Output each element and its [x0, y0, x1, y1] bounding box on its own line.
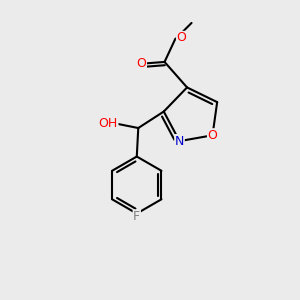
- Text: F: F: [133, 210, 140, 223]
- Text: O: O: [177, 32, 186, 44]
- Text: OH: OH: [99, 117, 118, 130]
- Text: O: O: [208, 129, 218, 142]
- Text: N: N: [175, 135, 184, 148]
- Text: O: O: [136, 57, 146, 70]
